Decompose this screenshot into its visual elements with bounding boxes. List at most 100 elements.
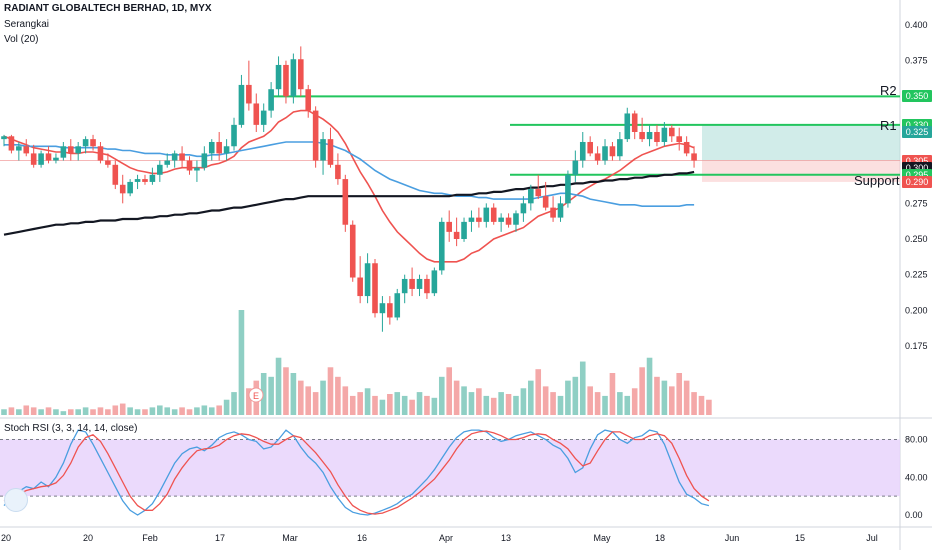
volume-bar <box>617 392 623 415</box>
chart-title: RADIANT GLOBALTECH BERHAD, 1D, MYX <box>4 3 212 14</box>
volume-bar <box>342 386 349 415</box>
volume-bar <box>483 395 490 415</box>
volume-bar <box>535 369 542 415</box>
volume-bar <box>23 405 30 415</box>
volume-bar <box>453 380 460 415</box>
time-tick-label: Mar <box>282 533 298 543</box>
volume-bar <box>683 380 690 415</box>
volume-bar <box>669 386 675 415</box>
candle-body <box>691 153 697 161</box>
candle-body <box>38 153 44 165</box>
candle-body <box>320 139 326 161</box>
candle-body <box>171 153 178 161</box>
volume-bar <box>38 409 44 415</box>
candle-body <box>683 141 690 154</box>
volume-bar <box>357 392 363 415</box>
candle-body <box>164 160 171 165</box>
candle-body <box>16 146 22 151</box>
volume-bar <box>320 380 326 415</box>
volume-bar <box>631 388 638 415</box>
volume-bar <box>67 409 74 415</box>
volume-bar <box>528 380 534 415</box>
candle-body <box>216 141 222 154</box>
volume-bar <box>90 409 96 415</box>
volume-bar <box>223 399 230 415</box>
candle-body <box>283 64 289 97</box>
volume-bar <box>698 395 705 415</box>
candle-body <box>82 139 89 147</box>
volume-bar <box>216 405 222 415</box>
candle-body <box>654 132 660 142</box>
volume-bar <box>283 367 289 415</box>
candle-body <box>476 217 482 222</box>
candle-body <box>557 203 564 218</box>
candle-body <box>179 153 185 161</box>
candle-body <box>520 203 527 214</box>
price-tag: 0.350 <box>902 90 932 103</box>
time-tick-label: Jul <box>866 533 878 543</box>
candle-body <box>223 146 230 154</box>
level-r1-label: R1 <box>880 118 897 133</box>
candle-body <box>424 278 430 294</box>
volume-bar <box>290 373 297 415</box>
tradingview-logo[interactable] <box>4 488 28 512</box>
candle-body <box>624 113 631 140</box>
candle-body <box>134 179 141 182</box>
candle-body <box>461 221 467 239</box>
candle-body <box>676 136 683 142</box>
candle-body <box>394 293 401 318</box>
volume-bar <box>186 409 193 415</box>
volume-bar <box>201 405 208 415</box>
price-tick-label: 0.200 <box>905 305 928 315</box>
volume-bar <box>179 407 185 415</box>
volume-bar <box>468 392 475 415</box>
volume-bar <box>624 395 631 415</box>
time-tick-label: 13 <box>501 533 511 543</box>
candle-body <box>45 153 52 161</box>
ma-line-ma_fast <box>3 109 695 263</box>
time-tick-label: Apr <box>439 533 453 543</box>
volume-bar <box>16 409 22 415</box>
candle-body <box>542 196 549 208</box>
volume-bar <box>335 376 341 415</box>
volume-bar <box>706 399 712 415</box>
price-tag: 0.290 <box>902 175 932 188</box>
volume-bar <box>542 386 549 415</box>
candle-body <box>468 217 475 222</box>
volume-bar <box>438 376 445 415</box>
volume-bar <box>127 407 133 415</box>
ma-line-ma_slow <box>3 170 695 236</box>
candle-body <box>646 132 653 140</box>
candle-body <box>290 59 297 97</box>
volume-bar <box>676 373 683 415</box>
volume-bar <box>557 395 564 415</box>
volume-bar <box>572 376 579 415</box>
candle-body <box>112 164 119 185</box>
volume-bar <box>498 392 504 415</box>
time-tick-label: May <box>593 533 611 543</box>
candle-body <box>305 89 312 111</box>
candle-body <box>194 167 200 171</box>
price-pane <box>0 0 900 415</box>
volume-bar <box>691 392 697 415</box>
candle-body <box>201 153 208 168</box>
candle-body <box>30 153 37 165</box>
volume-bar <box>305 386 312 415</box>
volume-bar <box>639 367 645 415</box>
volume-bar <box>609 373 616 415</box>
candles: E <box>1 46 697 403</box>
position-target-zone <box>702 124 900 161</box>
indicator-serangkai: Serangkai <box>4 19 50 30</box>
candle-body <box>483 207 490 222</box>
candle-body <box>528 189 534 204</box>
volume-bar <box>1 409 7 415</box>
price-tick-label: 0.400 <box>905 20 928 30</box>
stoch-tick-label: 0.00 <box>905 510 923 520</box>
volume-bar <box>312 392 319 415</box>
price-tag: 0.325 <box>902 126 932 138</box>
candle-body <box>312 110 319 161</box>
time-tick-label: 20 <box>1 533 11 543</box>
candle-body <box>8 136 15 151</box>
